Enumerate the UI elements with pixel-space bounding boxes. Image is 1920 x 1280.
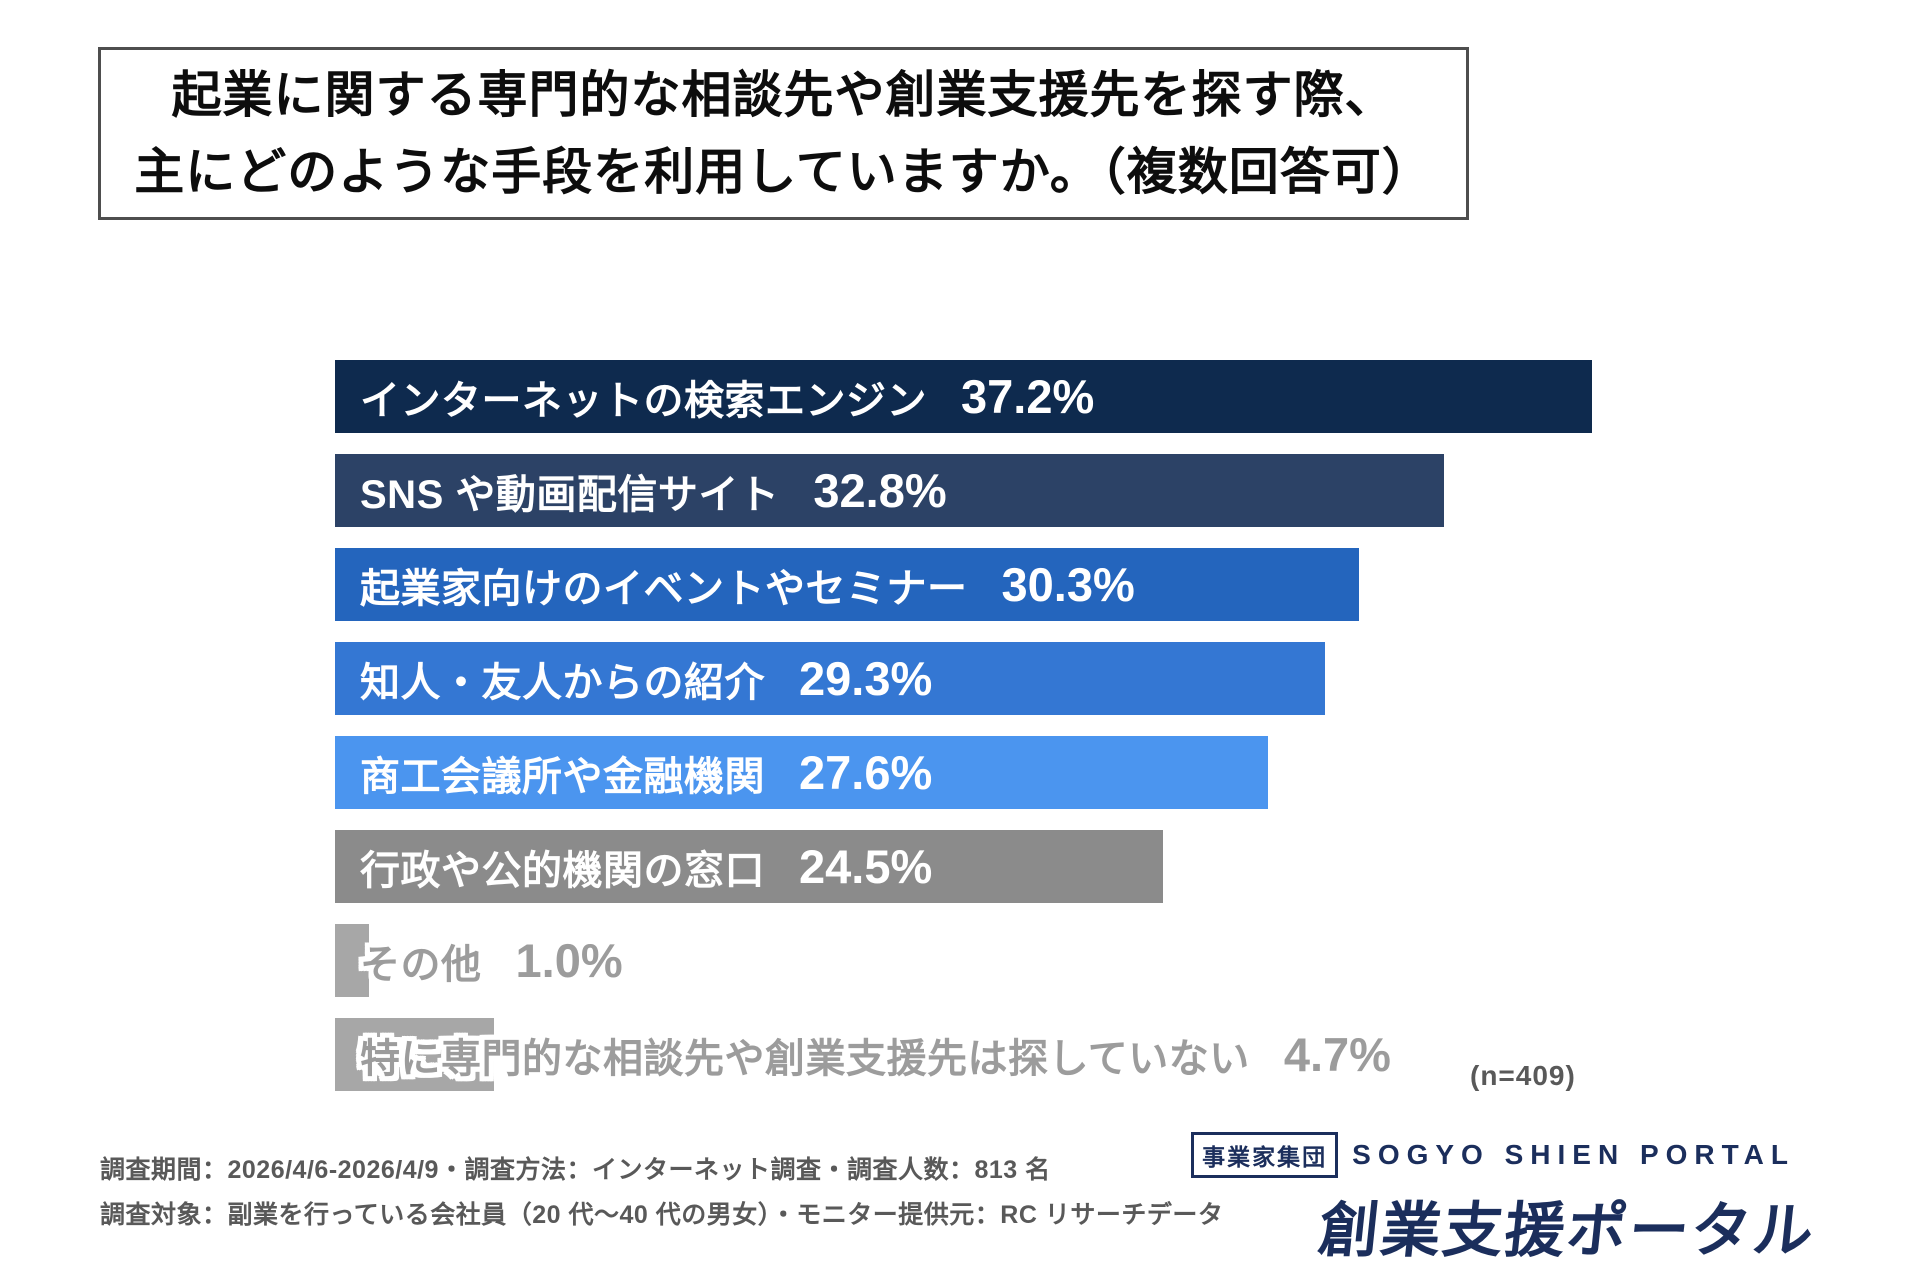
bar-label: 起業家向けのイベントやセミナー bbox=[360, 566, 968, 611]
bar-text: その他 1.0% bbox=[360, 924, 623, 997]
bar-text: インターネットの検索エンジン 37.2% bbox=[360, 360, 1094, 433]
footnote-line2: 調査対象：副業を行っている会社員（20 代～40 代の男女）・モニター提供元：R… bbox=[100, 1201, 1224, 1229]
footnote-line1: 調査期間：2026/4/6-2026/4/9・調査方法：インターネット調査・調査… bbox=[100, 1156, 1051, 1184]
sample-size-label: (n=409) bbox=[1470, 1060, 1576, 1091]
bar-label: 知人・友人からの紹介 bbox=[360, 660, 765, 705]
bar bbox=[335, 924, 369, 997]
bar-label: 商工会議所や金融機関 bbox=[360, 754, 765, 799]
bar-text: SNS や動画配信サイト 32.8% bbox=[360, 454, 947, 527]
bar-label: 行政や公的機関の窓口 bbox=[360, 848, 765, 893]
bar-value: 37.2% bbox=[961, 370, 1095, 423]
bar-text: 商工会議所や金融機関 27.6% bbox=[360, 736, 932, 809]
bar bbox=[335, 1018, 494, 1091]
bar-text: 特に専門的な相談先や創業支援先は探していない 4.7% bbox=[360, 1018, 1391, 1091]
bar-row: インターネットの検索エンジン 37.2% bbox=[335, 360, 1735, 433]
bar bbox=[335, 360, 1592, 433]
brand-logo-top-row: 事業家集団 SOGYO SHIEN PORTAL bbox=[1191, 1132, 1795, 1178]
bar bbox=[335, 736, 1268, 809]
question-title-line2: 主にどのような手段を利用していますか。（複数回答可） bbox=[134, 143, 1433, 200]
bar-value: 1.0% bbox=[515, 934, 623, 987]
bar-row: 起業家向けのイベントやセミナー 30.3% bbox=[335, 548, 1735, 621]
brand-name-en: SOGYO SHIEN PORTAL bbox=[1352, 1139, 1795, 1170]
brand-badge: 事業家集団 bbox=[1191, 1132, 1339, 1178]
bar bbox=[335, 830, 1163, 903]
bar-value: 27.6% bbox=[799, 746, 933, 799]
bar-value: 4.7% bbox=[1283, 1028, 1391, 1081]
bar-label: その他 bbox=[360, 942, 482, 987]
question-title-line1: 起業に関する専門的な相談先や創業支援先を探す際、 bbox=[171, 66, 1396, 123]
brand-name-jp: 創業支援ポータル bbox=[1315, 1197, 1819, 1264]
bar-text: 行政や公的機関の窓口 24.5% bbox=[360, 830, 932, 903]
bar-row: その他 1.0% bbox=[335, 924, 1735, 997]
bar-label: 特に専門的な相談先や創業支援先は探していない bbox=[360, 1036, 1250, 1081]
question-title-box: 起業に関する専門的な相談先や創業支援先を探す際、 主にどのような手段を利用してい… bbox=[98, 47, 1469, 220]
bar-value: 30.3% bbox=[1001, 558, 1135, 611]
bar-row: 行政や公的機関の窓口 24.5% bbox=[335, 830, 1735, 903]
bar-text: 起業家向けのイベントやセミナー 30.3% bbox=[360, 548, 1135, 621]
bar-row: 商工会議所や金融機関 27.6% bbox=[335, 736, 1735, 809]
bar-value: 29.3% bbox=[799, 652, 933, 705]
survey-footnotes: 調査期間：2026/4/6-2026/4/9・調査方法：インターネット調査・調査… bbox=[100, 1148, 1223, 1238]
bar-label: SNS や動画配信サイト bbox=[360, 472, 780, 517]
brand-logo: 事業家集団 SOGYO SHIEN PORTAL 創業支援ポータル bbox=[1191, 1132, 1819, 1269]
bar-row: 特に専門的な相談先や創業支援先は探していない 4.7% bbox=[335, 1018, 1735, 1091]
bar-label: インターネットの検索エンジン bbox=[360, 378, 927, 423]
bar bbox=[335, 548, 1359, 621]
bar-row: 知人・友人からの紹介 29.3% bbox=[335, 642, 1735, 715]
bar-value: 24.5% bbox=[799, 840, 933, 893]
bar bbox=[335, 454, 1444, 527]
bar-chart: インターネットの検索エンジン 37.2% SNS や動画配信サイト 32.8% 起業家向… bbox=[335, 360, 1735, 1100]
bar-row: SNS や動画配信サイト 32.8% bbox=[335, 454, 1735, 527]
bar-text: 知人・友人からの紹介 29.3% bbox=[360, 642, 932, 715]
bar bbox=[335, 642, 1325, 715]
bar-value: 32.8% bbox=[813, 464, 947, 517]
